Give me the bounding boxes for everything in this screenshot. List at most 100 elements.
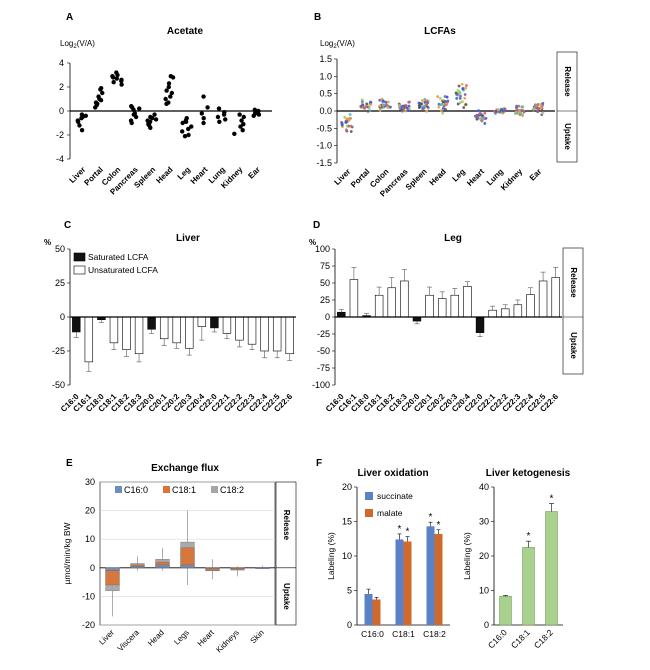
data-point [148, 114, 153, 120]
data-point [388, 105, 392, 109]
data-point [541, 101, 545, 105]
release-label: Release [569, 267, 578, 298]
data-point [201, 120, 206, 126]
data-point [460, 82, 464, 86]
y-axis-label: Labeling (%) [462, 532, 472, 580]
data-point [166, 84, 171, 90]
data-point [239, 118, 244, 123]
bar [349, 279, 359, 318]
x-tick-label: Liver [97, 628, 116, 647]
data-point [186, 132, 191, 138]
y-axis-label: Log2(V/A) [320, 39, 355, 50]
significance-mark: * [437, 520, 441, 531]
release-label: Release [282, 510, 291, 541]
bar [205, 567, 220, 569]
data-point [152, 112, 157, 117]
y-tick-label: 0.0 [319, 106, 332, 116]
data-point [425, 99, 429, 103]
x-tick-label: Skin [249, 628, 266, 645]
data-point [518, 110, 522, 114]
data-point [420, 99, 424, 102]
data-point [446, 99, 450, 103]
data-point [97, 96, 102, 102]
y-tick-label: 0 [325, 312, 330, 322]
panel-f-ketogenesis: Liver ketogenesis 40 30 20 10 0 Labeling (%) C1… [462, 468, 571, 650]
legend-swatch [365, 492, 373, 500]
y-tick-label: -25 [52, 346, 65, 356]
data-point [168, 94, 173, 99]
panel-b: B LCFAs Log2(V/A) 1.5 1.0 0.5 0.0 -0.5 -1.0 -1.5 R… [314, 12, 578, 199]
panel-letter: C [64, 220, 71, 231]
y-tick-label: -50 [52, 380, 65, 390]
y-tick-label: -1.0 [316, 141, 332, 151]
data-point [483, 111, 487, 115]
data-point [119, 77, 124, 83]
data-point [521, 109, 525, 112]
data-point [166, 81, 172, 86]
bar [235, 316, 244, 341]
data-point [119, 82, 124, 87]
bar [155, 564, 170, 569]
y-tick-label: 100 [315, 244, 330, 254]
data-point [520, 105, 524, 109]
data-point [131, 112, 137, 117]
bar [260, 316, 269, 352]
data-point [515, 104, 519, 108]
data-point [223, 117, 228, 122]
panel-letter: F [316, 458, 322, 469]
bar [180, 564, 195, 569]
y-tick-label: 10 [342, 551, 352, 561]
data-point [83, 113, 88, 119]
data-point [368, 106, 371, 109]
x-tick-label: C18:2 [423, 629, 446, 639]
data-point [420, 102, 424, 106]
bar [395, 539, 404, 625]
bar [272, 316, 282, 352]
chart-title: Liver ketogenesis [486, 468, 571, 479]
data-point [456, 102, 460, 106]
bar [255, 567, 270, 569]
y-tick-label: 0 [59, 106, 64, 116]
data-point [417, 101, 421, 105]
data-point [443, 95, 447, 98]
x-tick-label: Ear [246, 165, 261, 180]
y-tick-label: -75 [317, 363, 330, 373]
legend-label: C18:2 [220, 485, 244, 495]
panel-e: E Exchange flux 30 20 10 0 -10 -20 µmol/min/kg B… [62, 458, 297, 655]
data-point [361, 103, 365, 107]
data-point [474, 115, 478, 118]
data-point [421, 107, 425, 111]
bar [130, 566, 145, 568]
data-point [441, 102, 445, 106]
legend-label: malate [377, 508, 403, 518]
data-point [189, 124, 194, 129]
data-point [539, 106, 543, 110]
bar [222, 316, 232, 334]
bar [463, 286, 472, 318]
x-tick-label: Portal [82, 165, 104, 187]
y-tick-label: -50 [317, 346, 330, 356]
legend-swatch [211, 486, 218, 493]
y-tick-label: 10 [479, 586, 489, 596]
data-point [454, 91, 458, 95]
data-point [459, 94, 462, 98]
release-label: Release [563, 66, 572, 97]
data-point [77, 123, 82, 128]
data-point [465, 84, 468, 87]
significance-mark: * [398, 524, 402, 535]
data-point [517, 104, 521, 108]
data-point [444, 108, 447, 111]
legend-swatch [365, 509, 373, 517]
y-axis-label: Log2(V/A) [60, 39, 95, 50]
data-point [484, 116, 488, 120]
data-point [215, 114, 221, 120]
bar [412, 316, 422, 322]
bar [526, 294, 535, 318]
bar [109, 316, 119, 344]
data-point [237, 112, 242, 117]
data-point [340, 121, 343, 124]
data-point [458, 91, 462, 95]
bar [501, 308, 510, 318]
y-tick-label: 0 [347, 620, 352, 630]
data-point [500, 107, 503, 111]
